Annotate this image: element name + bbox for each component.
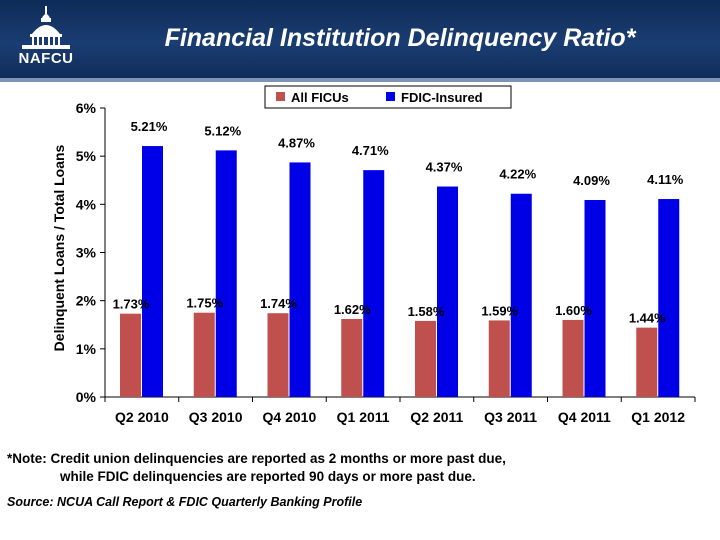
- y-tick-label: 6%: [76, 100, 97, 116]
- ficu-bar: [120, 313, 141, 397]
- footnote: *Note: Credit union delinquencies are re…: [7, 450, 506, 486]
- chart-legend: All FICUs FDIC-Insured: [264, 85, 512, 109]
- ficu-bar: [562, 319, 584, 397]
- ficu-data-label: 1.62%: [334, 302, 371, 317]
- fdic-bar: [363, 170, 385, 397]
- source-note: Source: NCUA Call Report & FDIC Quarterl…: [7, 495, 363, 509]
- capitol-dome-icon: [22, 6, 70, 49]
- fdic-data-label: 5.21%: [131, 119, 168, 134]
- fdic-bar: [215, 150, 237, 397]
- ficu-bar: [488, 320, 510, 397]
- fdic-bar: [142, 146, 163, 397]
- fdic-bar: [510, 193, 532, 397]
- x-tick-label: Q3 2010: [189, 409, 243, 425]
- x-tick-label: Q1 2011: [337, 409, 390, 425]
- x-tick-label: Q4 2011: [558, 409, 611, 425]
- fdic-data-label: 4.09%: [573, 173, 610, 188]
- fdic-bar: [584, 199, 606, 397]
- ficu-bar: [193, 312, 215, 397]
- y-tick-label: 1%: [76, 341, 97, 357]
- x-tick-label: Q3 2011: [484, 409, 537, 425]
- header-banner: NAFCU Financial Institution Delinquency …: [0, 0, 720, 78]
- logo-text: NAFCU: [18, 50, 74, 67]
- ficu-data-label: 1.59%: [481, 303, 518, 318]
- fdic-data-label: 4.11%: [647, 172, 684, 187]
- fdic-data-label: 4.71%: [352, 143, 389, 158]
- footnote-line-1: *Note: Credit union delinquencies are re…: [7, 451, 506, 466]
- fdic-bar: [437, 186, 458, 397]
- page-title: Financial Institution Delinquency Ratio*: [164, 24, 636, 52]
- legend-label-ficu: All FICUs: [291, 90, 349, 105]
- y-tick-label: 0%: [76, 389, 97, 405]
- footnote-line-2: while FDIC delinquencies are reported 90…: [60, 469, 476, 484]
- y-tick-label: 4%: [76, 196, 97, 212]
- fdic-bar: [289, 162, 311, 397]
- header-divider: [0, 78, 720, 82]
- legend-swatch-ficu: [276, 92, 285, 101]
- fdic-data-label: 4.22%: [499, 167, 536, 182]
- legend-label-fdic: FDIC-Insured: [401, 90, 483, 105]
- y-axis-label: Delinquent Loans / Total Loans: [51, 144, 67, 351]
- ficu-data-label: 1.44%: [629, 311, 666, 326]
- x-tick-label: Q2 2011: [410, 409, 463, 425]
- fdic-data-label: 5.12%: [204, 123, 241, 138]
- y-tick-label: 2%: [76, 293, 97, 309]
- ficu-bar: [267, 313, 289, 397]
- ficu-data-label: 1.60%: [555, 303, 592, 318]
- ficu-data-label: 1.75%: [186, 296, 223, 311]
- y-tick-label: 3%: [76, 245, 97, 261]
- ficu-bar: [415, 320, 436, 397]
- fdic-data-label: 4.37%: [426, 160, 463, 175]
- ficu-data-label: 1.58%: [408, 304, 445, 319]
- ficu-bar: [341, 318, 363, 397]
- x-tick-label: Q1 2012: [631, 409, 685, 425]
- x-tick-label: Q2 2010: [115, 409, 169, 425]
- ficu-data-label: 1.74%: [260, 296, 297, 311]
- ficu-bar: [636, 327, 658, 397]
- x-tick-label: Q4 2010: [263, 409, 317, 425]
- legend-swatch-fdic: [386, 92, 395, 101]
- ficu-data-label: 1.73%: [113, 297, 150, 312]
- fdic-data-label: 4.87%: [278, 135, 315, 150]
- y-tick-label: 5%: [76, 148, 97, 164]
- fdic-bar: [658, 199, 680, 397]
- delinquency-bar-chart: Delinquent Loans / Total Loans All FICUs…: [51, 85, 696, 425]
